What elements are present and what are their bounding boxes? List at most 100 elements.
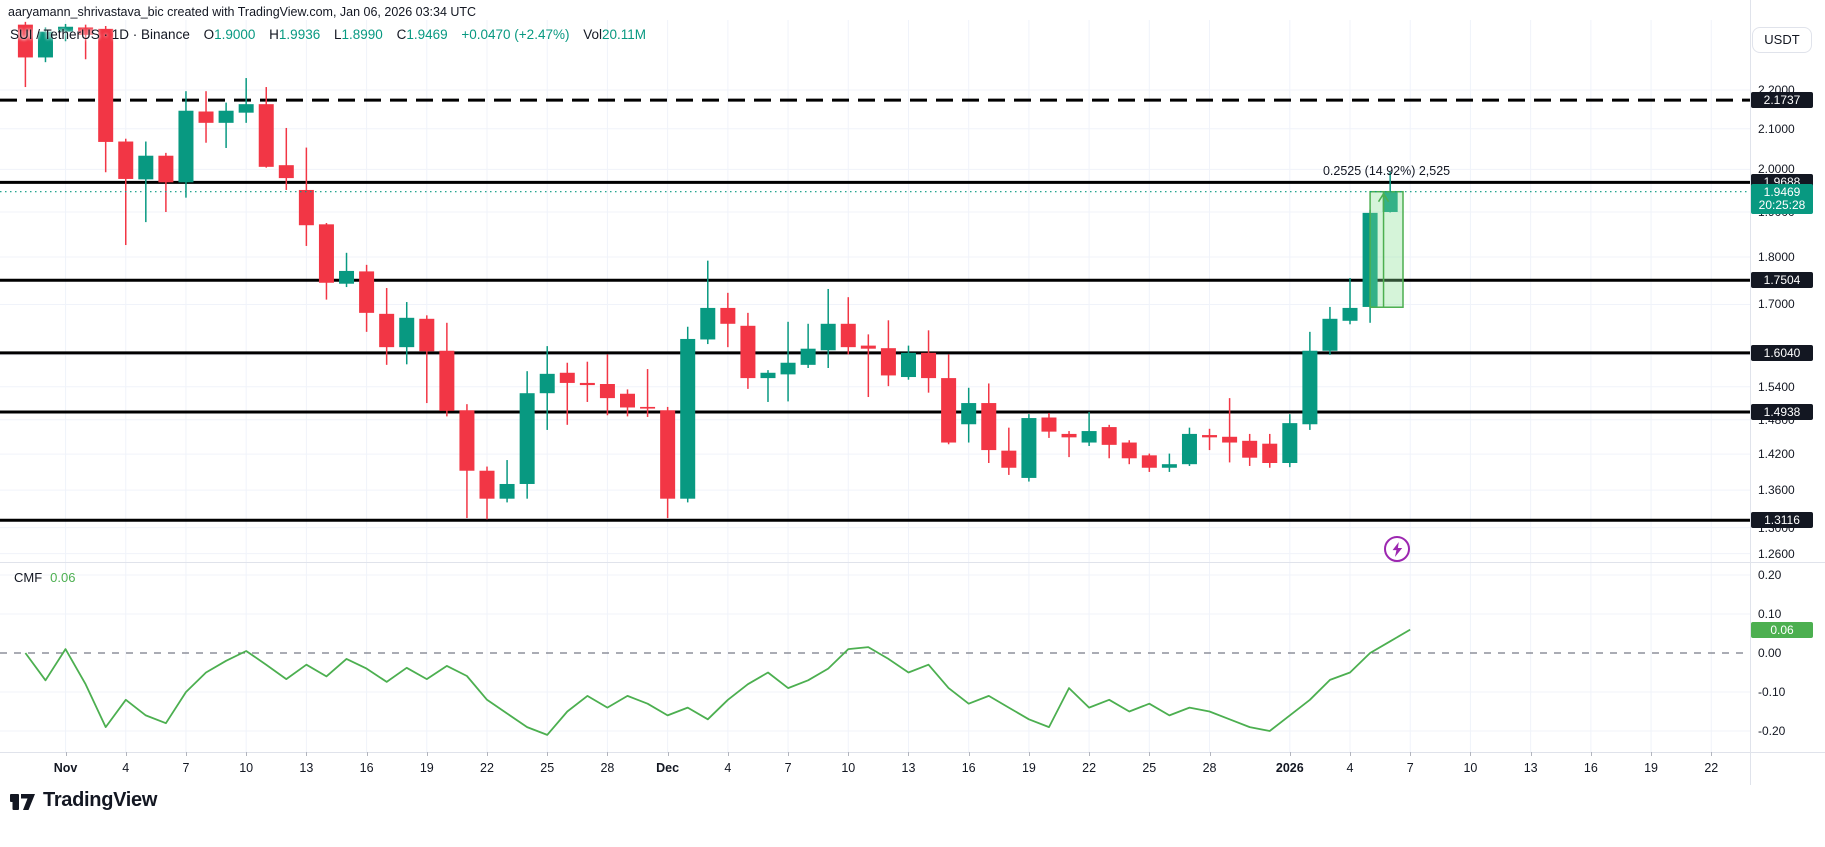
price-tick-label: 1.3600 (1758, 483, 1795, 498)
price-tick-label: 1.2600 (1758, 546, 1795, 561)
price-tick-label: 2.0000 (1758, 162, 1795, 177)
candle (499, 460, 515, 503)
candle (98, 26, 114, 173)
time-axis-tick (968, 752, 970, 756)
candle (880, 320, 896, 387)
time-axis-label: 16 (1583, 761, 1598, 775)
low-value: 1.8990 (341, 27, 383, 42)
candle-body (1001, 450, 1017, 468)
candle-body (860, 345, 876, 349)
candle-body (780, 362, 796, 375)
high-label: H (269, 27, 279, 42)
candle (1041, 413, 1057, 438)
time-axis-tick (1711, 752, 1713, 756)
cmf-tick-label: -0.20 (1758, 724, 1786, 738)
candle (1141, 453, 1157, 472)
time-axis-tick (1410, 752, 1412, 756)
candle-body (379, 313, 395, 348)
candle (941, 354, 957, 445)
candle (359, 264, 375, 332)
candle-body (680, 338, 696, 499)
candle-body (198, 111, 214, 123)
time-axis-label: 7 (1406, 761, 1414, 775)
cmf-line (24, 628, 1411, 736)
candle (278, 127, 294, 190)
level-price-badge: 2.1737 (1751, 92, 1813, 109)
time-axis-tick (1470, 752, 1472, 756)
candle (258, 87, 274, 168)
candle-body (800, 348, 816, 365)
price-range-box[interactable] (1369, 190, 1404, 308)
candle-body (1161, 464, 1177, 468)
attribution-text: aaryamann_shrivastava_bic created with T… (8, 5, 477, 19)
time-axis-label: 19 (419, 761, 434, 775)
candle (981, 383, 997, 463)
lightning-icon (1392, 541, 1402, 557)
candle-body (17, 24, 33, 58)
currency-toggle-button[interactable]: USDT (1752, 27, 1812, 53)
price-range-arrowhead (1377, 192, 1390, 203)
candle-body (479, 470, 495, 499)
candle-body (820, 323, 836, 351)
time-axis-tick (1149, 752, 1151, 756)
candle-body (58, 26, 74, 32)
price-range-tool[interactable] (1369, 190, 1404, 308)
cmf-indicator-legend[interactable]: CMF 0.06 (14, 570, 75, 585)
time-axis-label: 22 (1704, 761, 1719, 775)
candle-body (298, 189, 314, 226)
candle-body (118, 141, 134, 179)
time-axis-label: 7 (784, 761, 792, 775)
time-axis-tick (607, 752, 609, 756)
time-axis-tick (185, 752, 187, 756)
time-axis-label: 10 (1463, 761, 1478, 775)
candle (298, 147, 314, 246)
volume-label: Vol (583, 27, 603, 42)
time-axis-tick (487, 752, 488, 756)
candle-body (1242, 440, 1258, 458)
candle (640, 369, 656, 417)
close-value: 1.9469 (406, 27, 448, 42)
lightning-button[interactable] (1384, 536, 1410, 562)
candle (58, 23, 74, 42)
cmf-label: CMF (14, 570, 43, 585)
symbol-title[interactable]: SUI / TetherUS · 1D · Binance (10, 27, 190, 42)
cmf-tick-label: 0.20 (1758, 568, 1782, 582)
open-label: O (203, 27, 215, 42)
time-axis-tick (125, 752, 127, 756)
time-axis-tick (1089, 752, 1091, 756)
candle (339, 252, 355, 288)
candle-body (238, 104, 254, 113)
candle-body (1061, 433, 1077, 438)
candle-body (900, 352, 916, 378)
time-axis-label: 25 (1142, 761, 1157, 775)
candle-body (1121, 442, 1137, 459)
price-tick-label: 1.5400 (1758, 379, 1795, 394)
candle (399, 302, 415, 365)
candle (138, 141, 154, 223)
pane-separator[interactable] (0, 562, 1825, 563)
time-axis-tick (306, 752, 308, 756)
change-value: +0.0470 (+2.47%) (461, 27, 570, 42)
time-axis-label: 2026 (1275, 761, 1304, 775)
price-chart-canvas[interactable] (0, 0, 1750, 785)
time-axis-tick (1350, 752, 1352, 756)
time-axis-label: 25 (540, 761, 555, 775)
candle (720, 292, 736, 348)
candle-body (1262, 443, 1278, 463)
price-tick-label: 1.4200 (1758, 447, 1795, 462)
candle-body (1081, 431, 1097, 443)
candle (439, 322, 455, 417)
candle-body (1302, 350, 1318, 425)
candle (921, 330, 937, 393)
candle-body (1342, 307, 1358, 321)
candle (17, 21, 33, 88)
candle-body (78, 27, 94, 35)
candle (1001, 427, 1017, 475)
candle (1081, 411, 1097, 447)
candle (318, 223, 334, 300)
time-axis-tick (727, 752, 729, 756)
time-axis-tick (667, 752, 669, 756)
candle (1202, 428, 1218, 451)
tradingview-logo[interactable]: TradingView (10, 789, 157, 812)
candle (1262, 433, 1278, 468)
